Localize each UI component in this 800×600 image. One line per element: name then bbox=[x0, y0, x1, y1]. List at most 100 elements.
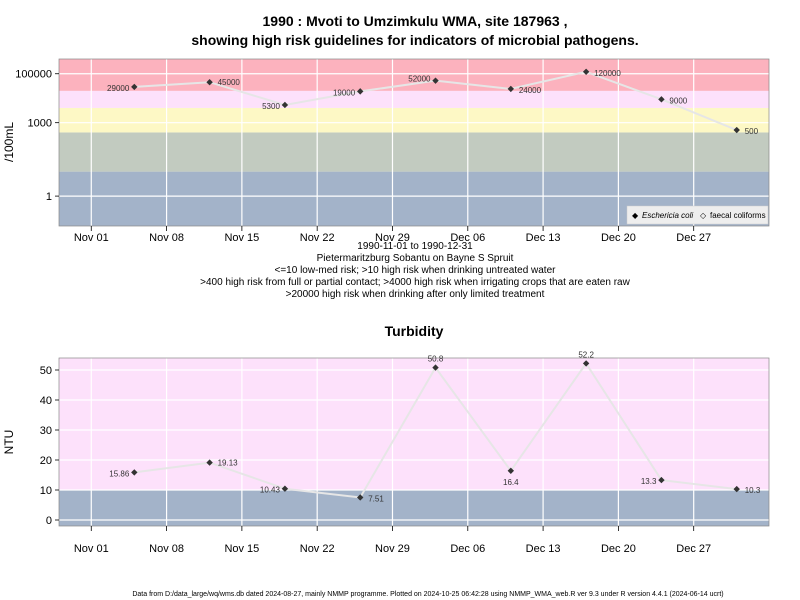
x-tick-label: Nov 29 bbox=[375, 543, 410, 555]
data-point bbox=[658, 96, 665, 103]
x-tick-label: Dec 06 bbox=[450, 543, 485, 555]
data-point bbox=[658, 476, 665, 484]
risk-band-1 bbox=[59, 132, 769, 172]
data-label: 10.3 bbox=[745, 486, 761, 495]
data-label: 15.86 bbox=[109, 469, 130, 478]
data-point bbox=[582, 68, 590, 75]
data-label: 19000 bbox=[333, 88, 356, 97]
risk-band-3 bbox=[59, 90, 769, 108]
gridlines bbox=[59, 59, 769, 226]
data-point bbox=[507, 467, 515, 474]
data-label: 19.13 bbox=[218, 459, 239, 468]
risk-band-1 bbox=[59, 358, 769, 490]
x-axis: Nov 01 Nov 08 Nov 15 Nov 22 Nov 29 Dec 06 Dec … bbox=[74, 526, 711, 555]
gridlines bbox=[59, 358, 769, 526]
data-label: 24000 bbox=[519, 86, 542, 95]
data-label: 52.2 bbox=[578, 350, 594, 359]
x-tick-label: Nov 01 bbox=[74, 543, 109, 555]
y-tick-label: 1 bbox=[46, 191, 52, 203]
risk-note-2: >400 high risk from full or partial cont… bbox=[200, 277, 630, 288]
legend-symbol-faecal: ◇ bbox=[700, 211, 707, 220]
legend-symbol-ecoli: ◆ bbox=[632, 211, 639, 220]
risk-band-2 bbox=[59, 107, 769, 133]
turbidity-title: Turbidity bbox=[385, 323, 444, 339]
x-tick-label: Nov 22 bbox=[300, 543, 335, 555]
data-label: 29000 bbox=[107, 84, 130, 93]
data-point bbox=[733, 485, 740, 493]
data-point bbox=[582, 360, 590, 367]
x-tick-label: Dec 20 bbox=[601, 232, 636, 244]
x-tick-label: Nov 22 bbox=[300, 232, 335, 244]
data-point bbox=[733, 126, 740, 134]
legend: ◆ Eschericia coli ◇ faecal coliforms bbox=[626, 205, 769, 225]
data-point bbox=[507, 85, 515, 93]
risk-band-4 bbox=[59, 59, 769, 91]
y-tick-label: 20 bbox=[40, 455, 52, 467]
y-axis-label: NTU bbox=[2, 430, 16, 455]
risk-bands bbox=[59, 59, 769, 226]
x-tick-label: Dec 06 bbox=[450, 232, 485, 244]
site-name-note: Pietermaritzburg Sobantu on Bayne S Spru… bbox=[317, 253, 514, 264]
x-tick-label: Nov 01 bbox=[74, 232, 109, 244]
plot-frame bbox=[58, 58, 770, 227]
x-tick-label: Nov 15 bbox=[224, 232, 259, 244]
data-label: 50.8 bbox=[428, 355, 444, 364]
data-label: 45000 bbox=[218, 78, 241, 87]
data-point bbox=[131, 83, 138, 91]
data-point bbox=[206, 459, 213, 466]
x-axis: Nov 01 Nov 08 Nov 15 Nov 22 Nov 29 Dec 06 Dec … bbox=[74, 226, 711, 244]
y-tick-label: 0 bbox=[46, 515, 52, 527]
data-point bbox=[432, 77, 439, 84]
series-turbidity: 15.86 19.13 10.43 7.51 50.8 16.4 52.2 13.3 10.3 bbox=[109, 350, 761, 503]
legend-box bbox=[626, 205, 769, 225]
x-tick-label: Dec 20 bbox=[601, 543, 636, 555]
data-label: 9000 bbox=[669, 96, 687, 105]
plot-frame bbox=[58, 357, 770, 527]
data-label: 13.3 bbox=[641, 477, 657, 486]
risk-note-1: <=10 low-med risk; >10 high risk when dr… bbox=[275, 265, 557, 276]
data-point bbox=[357, 88, 364, 95]
data-point bbox=[281, 101, 289, 109]
chart-notes: 1990-11-01 to 1990-12-31 Pietermaritzbur… bbox=[200, 241, 630, 300]
y-tick-label: 100000 bbox=[15, 69, 52, 81]
y-axis-label: /100mL bbox=[2, 122, 16, 162]
data-label: 10.43 bbox=[260, 486, 281, 495]
chart-title-line2: showing high risk guidelines for indicat… bbox=[191, 32, 638, 48]
data-point bbox=[432, 364, 439, 371]
x-tick-label: Nov 08 bbox=[149, 543, 184, 555]
series-ecoli: 29000 45000 5300 19000 52000 24000 120000 9000 5… bbox=[107, 68, 759, 136]
turbidity-bands bbox=[59, 358, 769, 526]
x-tick-label: Dec 13 bbox=[526, 232, 561, 244]
data-point bbox=[131, 469, 138, 476]
legend-label-ecoli: Eschericia coli bbox=[642, 211, 693, 220]
data-label: 120000 bbox=[594, 69, 621, 78]
risk-note-3: >20000 high risk when drinking after onl… bbox=[286, 289, 545, 300]
y-tick-label: 50 bbox=[40, 365, 52, 377]
data-label: 16.4 bbox=[503, 478, 519, 487]
footer-note: Data from D:/data_large/wq/wms.db dated … bbox=[132, 591, 723, 598]
chart-title-line1: 1990 : Mvoti to Umzimkulu WMA, site 1879… bbox=[263, 13, 568, 29]
data-label: 52000 bbox=[408, 75, 431, 84]
x-tick-label: Dec 27 bbox=[676, 232, 711, 244]
data-label: 7.51 bbox=[368, 494, 384, 503]
x-tick-label: Nov 08 bbox=[149, 232, 184, 244]
date-range-note: 1990-11-01 to 1990-12-31 bbox=[357, 241, 473, 252]
y-axis: 100000 1000 1 bbox=[15, 69, 59, 203]
data-point bbox=[281, 485, 289, 492]
y-tick-label: 40 bbox=[40, 395, 52, 407]
y-axis: 0 10 20 30 40 50 bbox=[40, 365, 59, 527]
x-tick-label: Nov 15 bbox=[224, 543, 259, 555]
data-point bbox=[206, 79, 213, 86]
legend-label-faecal: faecal coliforms bbox=[710, 211, 766, 220]
data-point bbox=[357, 494, 364, 501]
y-tick-label: 30 bbox=[40, 425, 52, 437]
x-tick-label: Nov 29 bbox=[375, 232, 410, 244]
data-label: 500 bbox=[745, 127, 759, 136]
x-tick-label: Dec 27 bbox=[676, 543, 711, 555]
x-tick-label: Dec 13 bbox=[526, 543, 561, 555]
y-tick-label: 1000 bbox=[28, 118, 52, 130]
data-label: 5300 bbox=[262, 102, 280, 111]
